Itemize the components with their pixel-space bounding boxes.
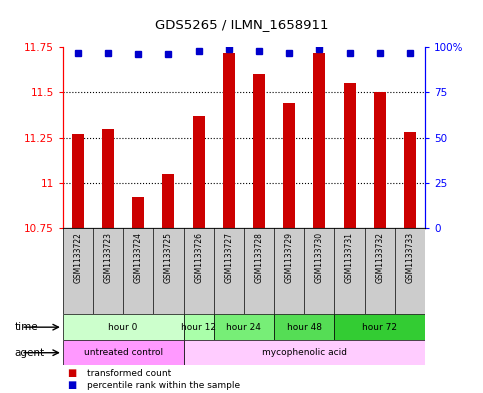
Text: hour 72: hour 72 [362,323,397,332]
Bar [404,132,416,228]
Text: GSM1133727: GSM1133727 [224,232,233,283]
Text: percentile rank within the sample: percentile rank within the sample [87,381,240,390]
Bar [335,314,425,340]
Bar [213,314,274,340]
Text: agent: agent [14,348,44,358]
Text: time: time [14,322,38,332]
Bar [313,53,326,228]
Text: GSM1133728: GSM1133728 [255,232,264,283]
Text: hour 24: hour 24 [227,323,261,332]
Text: hour 0: hour 0 [109,323,138,332]
Bar [343,83,355,228]
Text: ■: ■ [68,380,77,390]
Bar [162,174,174,228]
Text: hour 48: hour 48 [287,323,322,332]
Text: GSM1133731: GSM1133731 [345,232,354,283]
Text: ■: ■ [68,368,77,378]
Bar [283,103,295,228]
Bar [223,53,235,228]
Text: mycophenolic acid: mycophenolic acid [262,348,347,357]
Text: GSM1133724: GSM1133724 [134,232,143,283]
Bar [132,197,144,228]
Bar [374,92,386,228]
Text: GSM1133730: GSM1133730 [315,232,324,283]
Bar [193,116,205,228]
Text: GSM1133722: GSM1133722 [73,232,83,283]
Text: GSM1133725: GSM1133725 [164,232,173,283]
Text: GSM1133733: GSM1133733 [405,232,414,283]
Bar [253,74,265,228]
Bar [184,314,213,340]
Text: GSM1133732: GSM1133732 [375,232,384,283]
Bar [274,314,335,340]
Text: GSM1133729: GSM1133729 [284,232,294,283]
Bar [72,134,84,228]
Text: GDS5265 / ILMN_1658911: GDS5265 / ILMN_1658911 [155,18,328,31]
Text: hour 12: hour 12 [181,323,216,332]
Bar [63,314,184,340]
Bar [184,340,425,365]
Text: transformed count: transformed count [87,369,171,378]
Text: GSM1133723: GSM1133723 [103,232,113,283]
Bar [63,340,184,365]
Text: untreated control: untreated control [84,348,163,357]
Text: GSM1133726: GSM1133726 [194,232,203,283]
Bar [102,129,114,228]
